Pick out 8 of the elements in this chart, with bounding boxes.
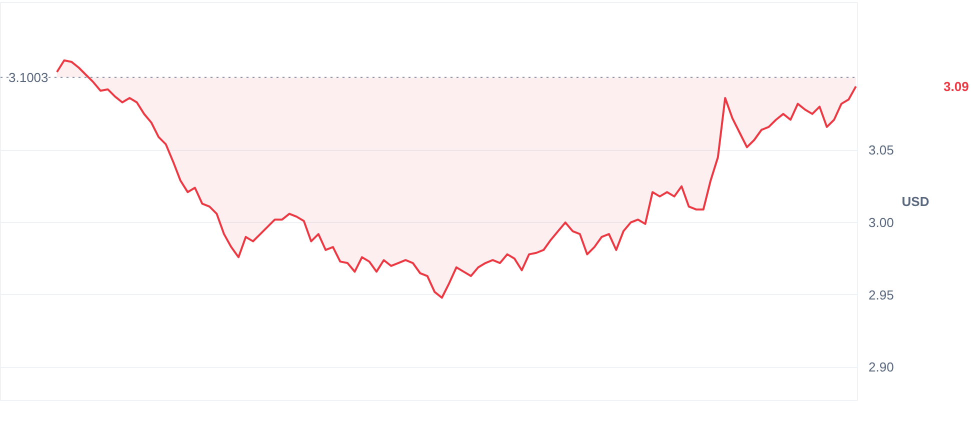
line-series (56, 59, 857, 299)
text: 3.09 (944, 78, 969, 94)
y-tick-label: 2.95 (868, 287, 894, 302)
y-tick-label: 2.90 (868, 360, 894, 375)
y-tick-label: 3.00 (868, 214, 894, 230)
y-axis-title: USD (902, 194, 930, 209)
ref-line-label: 3.1003 (8, 70, 48, 85)
y-tick-label: 3.05 (868, 142, 894, 158)
